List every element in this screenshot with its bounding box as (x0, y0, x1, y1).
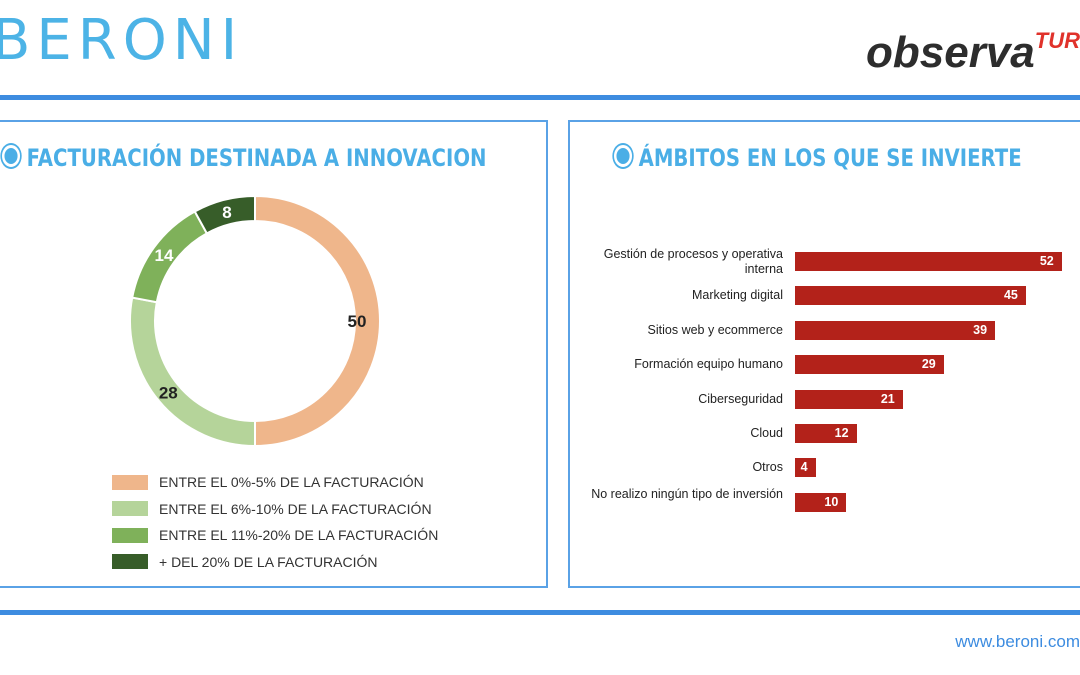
donut-data-label: 14 (155, 246, 174, 265)
beroni-logo: BERONI (0, 8, 244, 73)
bar-category-label: Gestión de procesos y operativa interna (603, 246, 783, 276)
bar-title: ÁMBITOS EN LOS QUE SE INVIERTE (614, 144, 1022, 172)
bar-category-label: Sitios web y ecommerce (647, 322, 783, 337)
bar-category-label: Marketing digital (691, 288, 783, 303)
bar: 52 (795, 252, 1062, 271)
bar-category-label: No realizo ningún tipo de inversión (591, 487, 783, 502)
bar-value-label: 21 (880, 391, 895, 406)
bar: 39 (795, 320, 996, 340)
legend-label: ENTRE EL 11%-20% DE LA FACTURACIÓN (159, 527, 439, 543)
legend-item: ENTRE EL 11%-20% DE LA FACTURACIÓN (112, 527, 438, 543)
donut-data-label: 8 (222, 203, 231, 222)
legend-swatch (112, 554, 148, 569)
donut-slice (129, 296, 256, 448)
bar-value-label: 29 (921, 357, 936, 372)
bar: 12 (795, 424, 857, 443)
legend-swatch (112, 527, 148, 543)
bar-category-label: Cloud (750, 426, 783, 440)
legend-swatch (112, 474, 148, 490)
legend-swatch (112, 501, 148, 516)
donut-slice (254, 194, 381, 448)
donut-data-label: 28 (159, 384, 178, 403)
observatur-logo: observaTUR (866, 28, 1080, 77)
bar: 10 (795, 492, 847, 512)
bar-value-label: 52 (1039, 254, 1054, 268)
donut-data-label: 50 (348, 312, 367, 331)
legend-item: + DEL 20% DE LA FACTURACIÓN (112, 554, 378, 570)
legend-item: ENTRE EL 6%-10% DE LA FACTURACIÓN (112, 501, 432, 517)
legend-label: ENTRE EL 0%-5% DE LA FACTURACIÓN (159, 474, 424, 490)
legend-label: ENTRE EL 6%-10% DE LA FACTURACIÓN (159, 500, 432, 517)
bar: 4 (795, 458, 816, 478)
bar-category-label: Formación equipo humano (634, 357, 783, 372)
bar-value-label: 10 (824, 494, 839, 509)
footer-url[interactable]: www.beroni.com (955, 632, 1080, 651)
bar-value-label: 4 (800, 460, 808, 475)
donut-title: FACTURACIÓN DESTINADA A INNOVACION (2, 144, 487, 172)
bar-category-label: Otros (752, 460, 783, 475)
bar-value-label: 45 (1003, 288, 1018, 303)
top-divider (0, 95, 1080, 100)
donut-slice (193, 194, 256, 235)
bar-value-label: 39 (973, 322, 988, 337)
bar-category-label: Ciberseguridad (698, 391, 783, 406)
bullet-icon (614, 145, 633, 167)
bar-panel (568, 120, 1080, 588)
bar: 29 (795, 355, 944, 375)
bullet-icon (2, 145, 21, 167)
bar: 45 (795, 286, 1026, 306)
legend-label: + DEL 20% DE LA FACTURACIÓN (159, 553, 378, 570)
bar-value-label: 12 (834, 426, 849, 440)
legend-item: ENTRE EL 0%-5% DE LA FACTURACIÓN (112, 474, 424, 490)
bottom-divider (0, 610, 1080, 615)
donut-panel (0, 120, 548, 588)
bar: 21 (795, 389, 903, 409)
